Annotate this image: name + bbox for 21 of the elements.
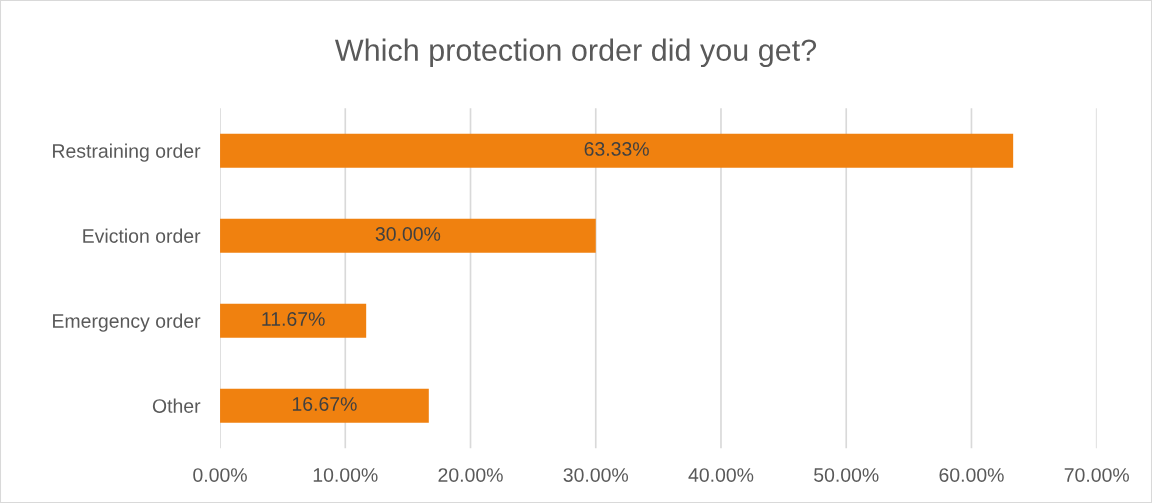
x-tick-label: 30.00% bbox=[563, 468, 629, 482]
y-tick-label: Other bbox=[152, 398, 201, 413]
x-tick-label: 60.00% bbox=[939, 468, 1004, 482]
bar bbox=[220, 218, 596, 253]
data-label: 30.00% bbox=[375, 227, 441, 241]
data-label: 63.33% bbox=[584, 142, 649, 156]
x-tick-label: 50.00% bbox=[814, 468, 879, 482]
x-tick-label: 40.00% bbox=[688, 468, 754, 482]
chart-title: Which protection order did you get? bbox=[334, 38, 817, 68]
data-label: 11.67% bbox=[262, 312, 325, 326]
y-tick-label: Emergency order bbox=[53, 313, 201, 332]
data-label: 16.67% bbox=[292, 397, 357, 411]
x-tick-label: 70.00% bbox=[1064, 468, 1129, 482]
x-tick-label: 20.00% bbox=[438, 468, 503, 482]
y-tick-label: Eviction order bbox=[83, 228, 201, 243]
bar bbox=[220, 388, 429, 423]
x-tick-label: 0.00% bbox=[193, 468, 247, 482]
y-tick-label: Restraining order bbox=[53, 143, 201, 162]
bar bbox=[220, 303, 367, 338]
x-tick-label: 10.00% bbox=[313, 468, 378, 482]
bar bbox=[220, 133, 1014, 168]
